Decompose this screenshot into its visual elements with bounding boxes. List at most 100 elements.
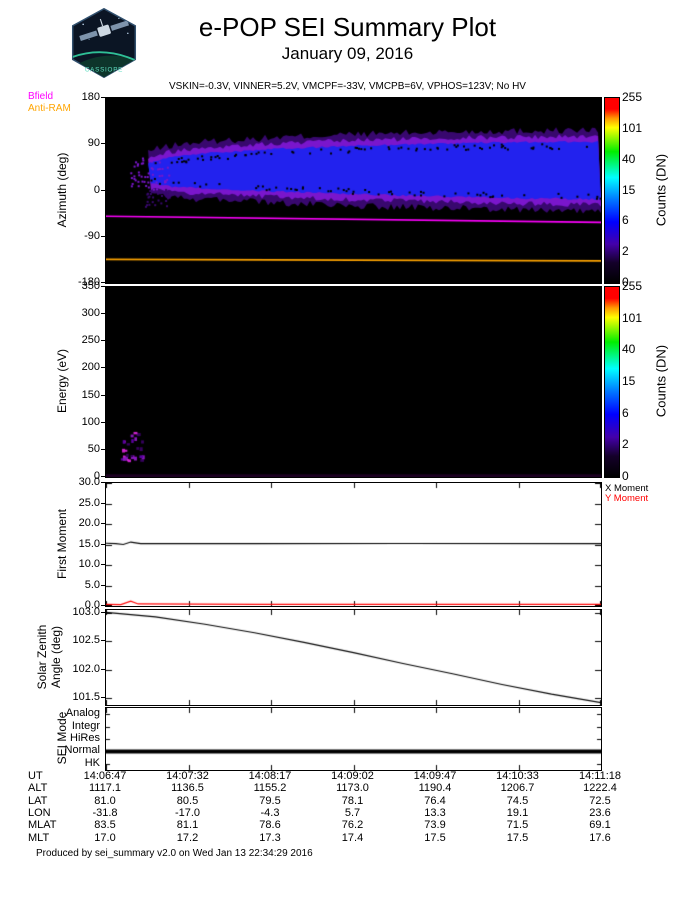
- azimuth-spectrogram-canvas: [106, 98, 601, 283]
- first-moment-ytick-label: 25.0: [78, 496, 100, 509]
- azimuth-ytick-label: -180: [77, 276, 100, 288]
- colorbar-tick-label: 255: [622, 279, 643, 293]
- energy-spectrogram-canvas: [106, 287, 601, 477]
- ephemeris-value: 5.7: [344, 806, 361, 819]
- energy-ytick-mark: [101, 448, 105, 450]
- earth-horizon-glow: [72, 51, 136, 70]
- sei-mode-category-label: Normal: [64, 744, 100, 757]
- sza-ytick-label: 103.0: [72, 605, 100, 618]
- colorbar-tick-label: 101: [622, 310, 643, 325]
- star-icon: [127, 32, 129, 34]
- colorbar-tick-label: 101: [622, 120, 643, 135]
- solar-zenith-angle-canvas: [106, 610, 601, 705]
- first-moment-ytick-mark: [101, 564, 105, 565]
- sza-ytick-label: 102.0: [72, 662, 100, 675]
- azimuth-ytick-mark: [101, 143, 105, 145]
- sei-mode-canvas: [106, 708, 601, 770]
- first-moment-ytick-label: 10.0: [78, 558, 100, 570]
- ut-tick-label: 14:09:02: [331, 770, 374, 782]
- star-icon: [118, 17, 120, 20]
- first-moment-ytick-mark: [101, 605, 105, 606]
- ephemeris-value: 17.5: [506, 831, 529, 844]
- energy-ytick-label: 300: [81, 307, 100, 320]
- first-moment-panel: [105, 482, 602, 607]
- star-icon: [88, 38, 90, 40]
- ut-tick-label: 14:10:33: [496, 770, 539, 782]
- plot-date: January 09, 2016: [281, 44, 414, 63]
- ephemeris-value: 71.5: [506, 819, 529, 832]
- mission-name-text: CASSIOPE: [85, 66, 123, 73]
- produced-by-footer: Produced by sei_summary v2.0 on Wed Jan …: [36, 848, 313, 859]
- ephemeris-value: 23.6: [589, 806, 611, 819]
- first-moment-ytick-mark: [101, 502, 105, 504]
- azimuth-ytick-mark: [101, 235, 105, 237]
- ut-tick-label: 14:08:17: [248, 770, 292, 782]
- ephemeris-value: 1190.4: [418, 782, 452, 795]
- sza-ytick-mark: [101, 640, 105, 642]
- azimuth-ytick-label: -90: [84, 229, 100, 242]
- sei-mode-category-label: HK: [84, 756, 100, 769]
- first-moment-ytick-mark: [101, 482, 105, 483]
- ephemeris-row-label: LAT: [28, 794, 48, 807]
- ephemeris-value: 19.1: [506, 806, 529, 819]
- sei-mode-category-label: Integr: [71, 719, 100, 732]
- sza-ytick-label: 102.5: [72, 634, 100, 647]
- azimuth-ytick-label: 0: [93, 183, 100, 196]
- colorbar-tick-label: 2: [622, 437, 629, 452]
- colorbar-tick-label: 40: [622, 151, 636, 166]
- colorbar-tick-label: 0: [622, 275, 629, 289]
- ephemeris-value: 73.9: [424, 819, 446, 832]
- first-moment-ytick-mark: [101, 584, 105, 586]
- ephemeris-value: 17.2: [176, 831, 199, 844]
- ephemeris-value: 13.3: [424, 806, 446, 819]
- ephemeris-value: 74.5: [506, 794, 529, 807]
- ephemeris-value: 1117.1: [88, 782, 121, 795]
- ephemeris-value: 69.1: [589, 819, 611, 832]
- energy-ytick-mark: [101, 286, 105, 287]
- ephemeris-value: 72.5: [589, 794, 611, 807]
- ephemeris-value: 76.2: [341, 819, 364, 832]
- ut-tick-label: 14:11:18: [578, 770, 621, 782]
- ephemeris-value: 78.6: [259, 819, 281, 832]
- energy-ytick-label: 0: [93, 470, 100, 482]
- azimuth-legend-label: Bfield: [28, 91, 54, 102]
- ephemeris-value: 17.0: [94, 831, 116, 844]
- colorbar-tick-label: 40: [622, 342, 636, 357]
- instrument-settings-line: VSKIN=-0.3V, VINNER=5.2V, VMCPF=-33V, VM…: [169, 81, 526, 92]
- counts-colorbar-energy: [604, 286, 620, 478]
- energy-ytick-label: 350: [81, 280, 100, 292]
- sza-ytick-mark: [101, 668, 105, 670]
- ephemeris-value: 1222.4: [583, 782, 617, 795]
- energy-ytick-mark: [101, 367, 105, 369]
- ephemeris-value: 1206.7: [500, 782, 535, 795]
- first-moment-ytick-label: 0.0: [84, 599, 100, 611]
- colorbar-tick-label: 0: [622, 469, 629, 483]
- ephemeris-value: 17.4: [341, 831, 364, 844]
- ephemeris-value: 17.5: [424, 831, 446, 844]
- ephemeris-value: 83.5: [94, 819, 116, 832]
- ephemeris-value: 81.1: [176, 819, 199, 832]
- ephemeris-value: 76.4: [424, 794, 446, 807]
- ephemeris-value: 78.1: [341, 794, 364, 807]
- solar-zenith-angle-panel: [105, 609, 602, 706]
- azimuth-ytick-label: 180: [81, 91, 100, 103]
- energy-ytick-label: 150: [81, 388, 100, 401]
- colorbar-title-azimuth: Counts (DN): [653, 153, 669, 227]
- ut-tick-label: 14:07:32: [166, 770, 209, 782]
- page-title: e-POP SEI Summary Plot: [198, 12, 497, 42]
- energy-ytick-label: 250: [81, 334, 100, 347]
- star-icon: [82, 23, 84, 26]
- sza-ytick-mark: [101, 697, 105, 699]
- ephemeris-value: 80.5: [176, 794, 199, 807]
- ephemeris-value: 17.6: [589, 831, 611, 844]
- energy-ytick-label: 50: [87, 442, 100, 455]
- energy-ytick-mark: [101, 394, 105, 396]
- colorbar-tick-label: 6: [622, 213, 629, 228]
- first-moment-ytick-label: 15.0: [78, 537, 100, 550]
- colorbar-tick-label: 15: [622, 182, 636, 197]
- first-moment-ytick-label: 5.0: [84, 578, 100, 591]
- energy-ytick-mark: [101, 421, 105, 423]
- first-moment-canvas: [106, 483, 601, 606]
- first-moment-ytick-label: 30.0: [78, 476, 100, 488]
